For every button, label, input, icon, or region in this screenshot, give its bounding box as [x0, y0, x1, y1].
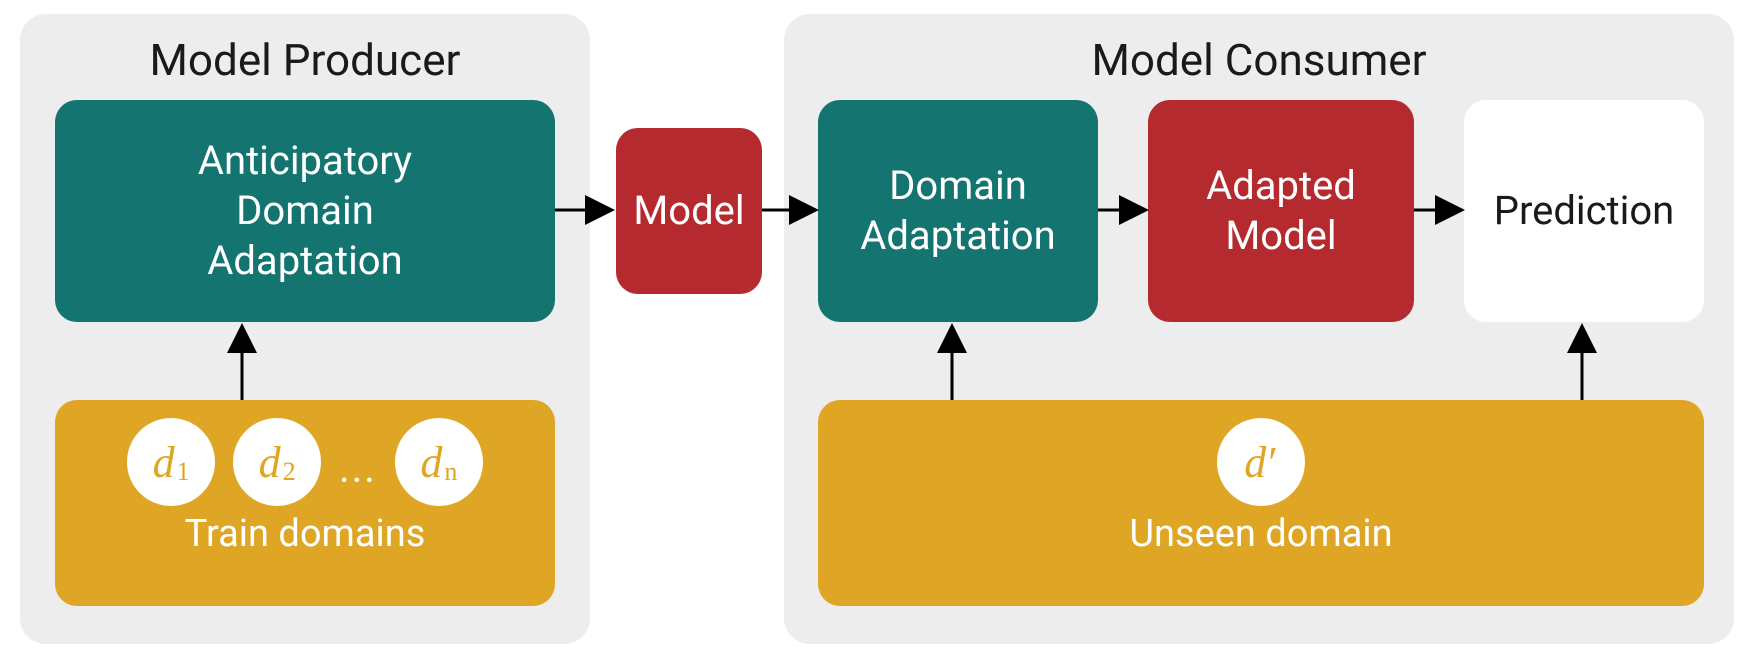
unseen-domain-label: Unseen domain	[818, 512, 1704, 556]
producer-title: Model Producer	[50, 34, 560, 86]
train-domains-label: Train domains	[55, 512, 555, 556]
train-domains-node: d1d2... dn Train domains	[55, 400, 555, 606]
domain-circle: d2	[233, 418, 321, 506]
domain-adaptation-node: DomainAdaptation	[818, 100, 1098, 322]
adapted-model-node: AdaptedModel	[1148, 100, 1414, 322]
ellipsis: ...	[339, 445, 377, 492]
domain-circle: dn	[395, 418, 483, 506]
model-node: Model	[616, 128, 762, 294]
anticipatory-domain-adaptation-node: AnticipatoryDomainAdaptation	[55, 100, 555, 322]
prediction-node: Prediction	[1464, 100, 1704, 322]
consumer-title: Model Consumer	[814, 34, 1704, 86]
domain-circle: d′	[1217, 418, 1305, 506]
unseen-domain-node: d′ Unseen domain	[818, 400, 1704, 606]
domain-circle: d1	[127, 418, 215, 506]
